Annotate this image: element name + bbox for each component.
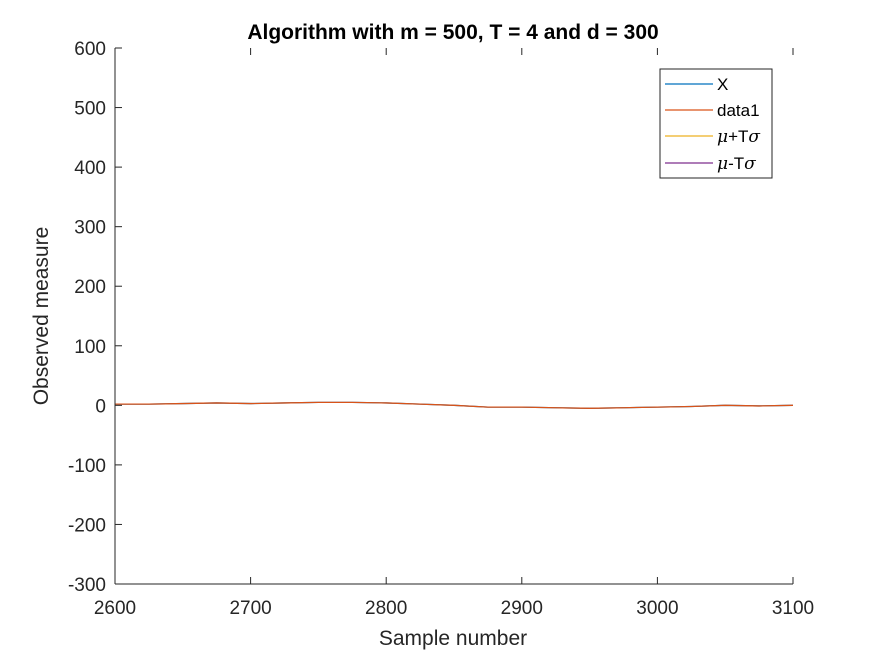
- y-tick-label: 500: [74, 99, 106, 120]
- x-axis-ticks: 2600 2700 2800 2900 3000 3100: [94, 48, 814, 619]
- y-tick-label: 400: [74, 158, 106, 179]
- x-tick-label: 3100: [772, 598, 814, 619]
- legend-label-part: -T: [728, 154, 744, 173]
- x-tick-label: 3000: [636, 598, 678, 619]
- legend-box: [659, 68, 773, 179]
- y-tick-label: 0: [95, 396, 106, 417]
- legend-label-part: σ: [744, 154, 756, 174]
- y-tick-label: 300: [74, 218, 106, 239]
- legend-label-3: μ-Tσ: [717, 154, 756, 174]
- legend-label-1: data1: [717, 101, 760, 120]
- y-tick-label: 600: [74, 39, 106, 60]
- x-axis-label: Sample number: [379, 627, 527, 650]
- y-tick-label: 100: [74, 337, 106, 358]
- y-axis-ticks: 600 500 400 300 200 100 0 -100 -200 -300: [68, 39, 122, 596]
- legend-label-0: X: [717, 75, 728, 94]
- x-tick-label: 2600: [94, 598, 136, 619]
- legend-label-part: μ: [717, 127, 728, 147]
- series-layer: [115, 401, 794, 409]
- y-tick-label: 200: [74, 277, 106, 298]
- y-axis-label: Observed measure: [30, 227, 53, 406]
- y-tick-label: -100: [68, 456, 106, 477]
- series-line-1: [115, 401, 794, 409]
- chart-title: Algorithm with m = 500, T = 4 and d = 30…: [247, 21, 658, 44]
- legend-label-2: μ+Tσ: [717, 127, 760, 147]
- x-tick-label: 2800: [365, 598, 407, 619]
- y-tick-label: -300: [68, 575, 106, 596]
- x-tick-label: 2900: [501, 598, 543, 619]
- x-tick-label: 2700: [229, 598, 271, 619]
- y-tick-label: -200: [68, 515, 106, 536]
- legend-label-part: μ: [717, 154, 728, 174]
- legend-label-part: +T: [728, 127, 748, 146]
- legend-label-part: σ: [748, 127, 760, 147]
